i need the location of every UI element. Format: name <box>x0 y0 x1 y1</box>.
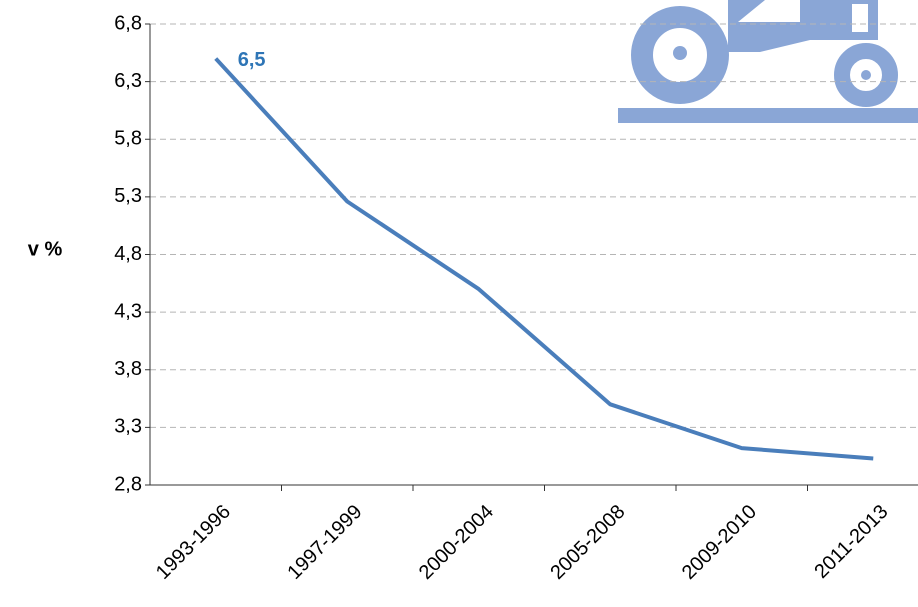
y-tick-label: 6,3 <box>114 70 142 92</box>
x-tick-label: 2000-2004 <box>415 501 498 584</box>
data-label: 6,5 <box>238 49 266 71</box>
x-tick-label: 1997-1999 <box>283 501 366 584</box>
x-tick-label: 2005-2008 <box>546 501 629 584</box>
y-tick-label: 2,8 <box>114 473 142 495</box>
y-axis-label: v % <box>28 238 63 260</box>
x-tick-label: 2009-2010 <box>678 501 761 584</box>
y-tick-label: 4,8 <box>114 243 142 265</box>
y-tick-label: 5,8 <box>114 128 142 150</box>
y-tick-label: 3,8 <box>114 358 142 380</box>
data-line <box>214 57 874 461</box>
x-tick-label: 1993-1996 <box>152 501 235 584</box>
y-tick-label: 5,3 <box>114 185 142 207</box>
y-tick-label: 3,3 <box>114 416 142 438</box>
x-tick-label: 2011-2013 <box>810 501 892 583</box>
tractor-icon <box>618 0 918 123</box>
y-tick-label: 4,3 <box>114 300 142 322</box>
y-tick-label: 6,8 <box>114 12 142 34</box>
